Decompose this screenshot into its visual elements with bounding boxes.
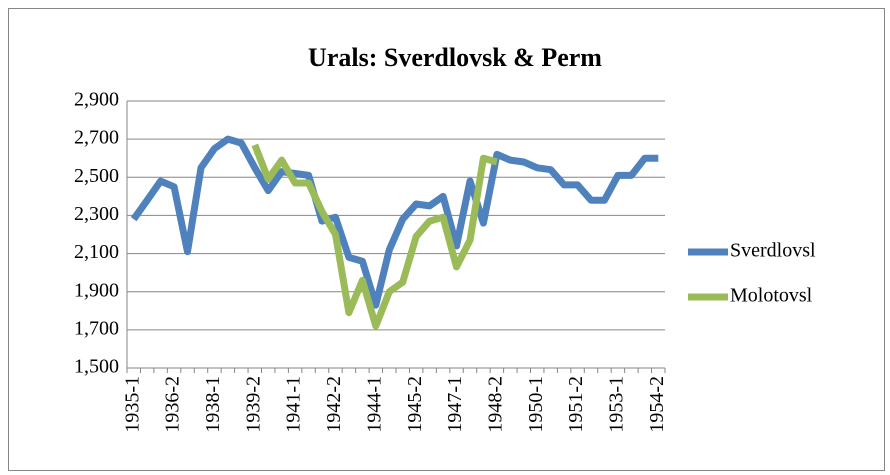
y-tick-label: 2,900 <box>74 89 119 111</box>
x-tick-label: 1953-1 <box>606 376 628 433</box>
series-line <box>130 135 659 309</box>
x-tick-label: 1936-2 <box>162 376 184 433</box>
x-tick-label: 1942-2 <box>323 376 345 433</box>
y-tick-label: 1,900 <box>74 279 119 301</box>
x-tick-label: 1941-1 <box>283 376 305 433</box>
x-tick-label: 1935-1 <box>121 376 143 433</box>
x-tick-label: 1938-1 <box>202 376 224 433</box>
chart-title: Urals: Sverdlovsk & Perm <box>308 43 602 72</box>
x-tick-label: 1954-2 <box>646 376 668 433</box>
legend-label: Sverdlovsl <box>730 240 816 262</box>
y-tick-label: 2,100 <box>74 241 119 263</box>
y-tick-label: 2,700 <box>74 127 119 149</box>
y-tick-label: 1,700 <box>74 317 119 339</box>
x-tick-label: 1939-2 <box>242 376 264 433</box>
y-tick-label: 2,500 <box>74 165 119 187</box>
x-tick-label: 1947-1 <box>444 376 466 433</box>
x-tick-label: 1950-1 <box>525 376 547 433</box>
x-tick-label: 1951-2 <box>565 376 587 433</box>
y-tick-label: 1,500 <box>74 356 119 378</box>
y-tick-label: 2,300 <box>74 203 119 225</box>
x-tick-label: 1944-1 <box>363 376 385 433</box>
legend-label: Molotovsl <box>730 285 813 307</box>
series-line <box>251 143 498 330</box>
x-tick-label: 1945-2 <box>404 376 426 433</box>
x-tick-label: 1948-2 <box>484 376 506 433</box>
